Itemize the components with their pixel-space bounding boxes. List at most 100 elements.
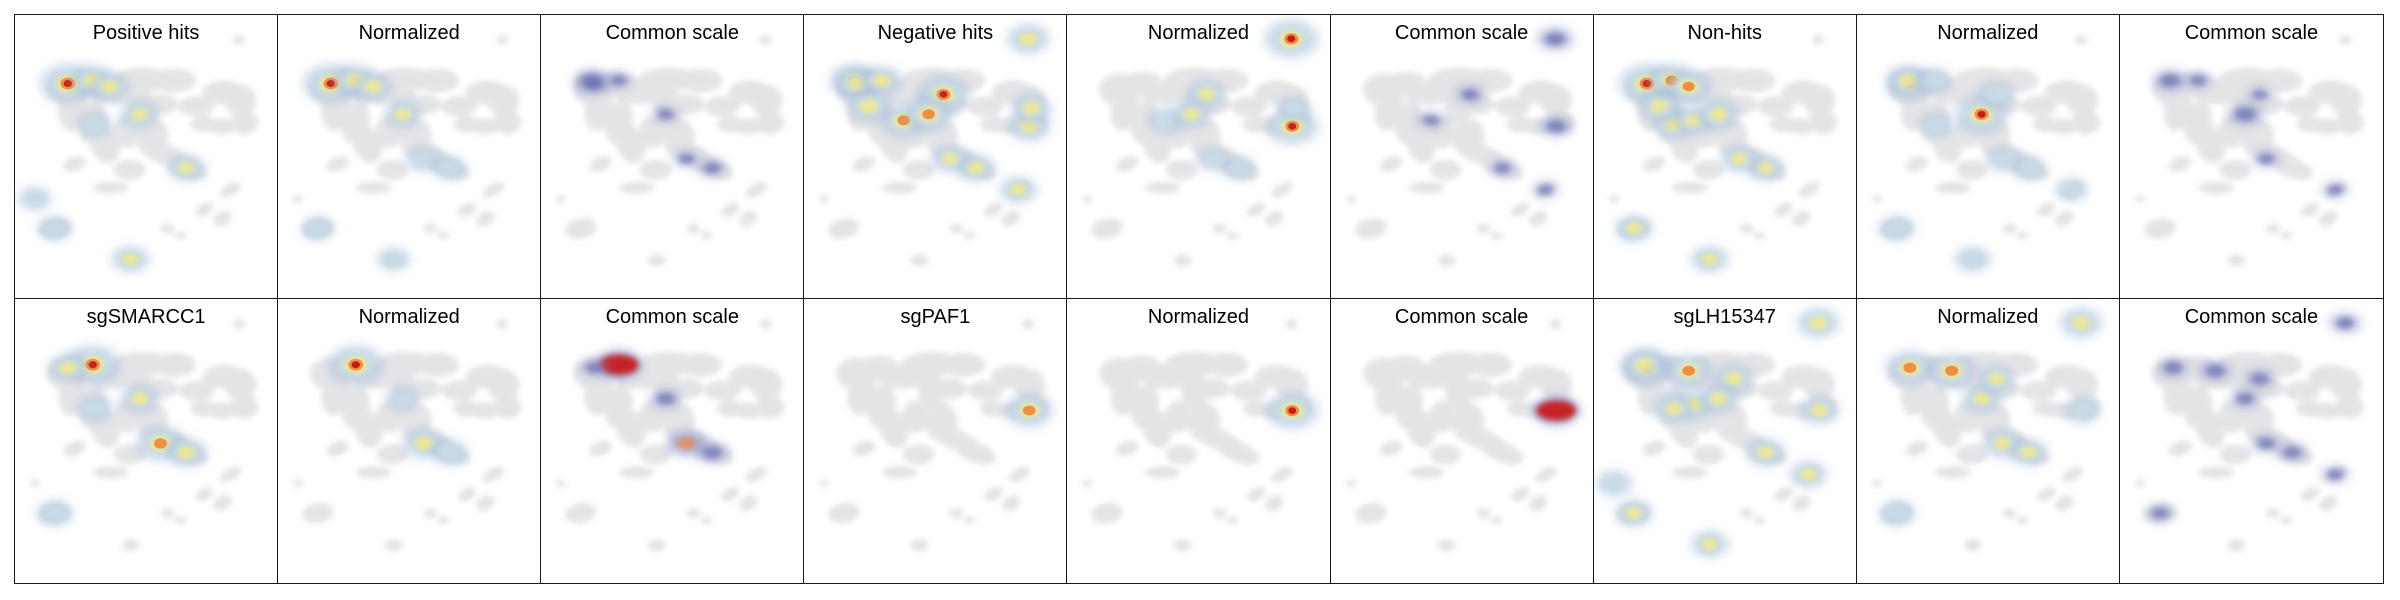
cloud-blob bbox=[1548, 318, 1561, 329]
cloud-blob bbox=[2295, 400, 2324, 417]
cloud-blob bbox=[92, 466, 129, 479]
cloud-blob bbox=[1934, 181, 1971, 194]
density-hotspot bbox=[695, 442, 730, 463]
cloud-blob bbox=[828, 218, 860, 239]
density-hotspot bbox=[383, 100, 423, 128]
density-map bbox=[2134, 312, 2364, 552]
cloud-blob bbox=[2195, 124, 2225, 164]
cell-cloud bbox=[556, 34, 785, 267]
panel-title: Normalized bbox=[1147, 22, 1250, 44]
cloud-blob bbox=[686, 223, 701, 234]
cell-cloud bbox=[556, 318, 785, 552]
density-hotspots bbox=[17, 63, 206, 273]
density-hotspot bbox=[1918, 111, 1955, 137]
cloud-blob bbox=[2195, 409, 2225, 448]
cloud-blob bbox=[949, 223, 964, 234]
density-hotspot bbox=[165, 437, 208, 468]
cloud-blob bbox=[759, 34, 772, 45]
cloud-blob bbox=[686, 508, 701, 519]
cloud-blob bbox=[1145, 466, 1182, 479]
cloud-blob bbox=[160, 508, 175, 519]
cloud-blob bbox=[1769, 400, 1797, 417]
density-hotspots bbox=[1878, 66, 2088, 273]
cloud-blob bbox=[1641, 156, 1665, 172]
cloud-blob bbox=[2338, 34, 2351, 45]
panel-title: Positive hits bbox=[92, 22, 200, 44]
cloud-blob bbox=[639, 444, 672, 465]
cloud-blob bbox=[700, 516, 713, 525]
cloud-blob bbox=[910, 539, 929, 552]
density-map bbox=[1345, 318, 1580, 552]
cloud-blob bbox=[458, 487, 477, 502]
cloud-blob bbox=[1174, 539, 1193, 552]
cloud-blob bbox=[1013, 368, 1046, 401]
density-hotspot bbox=[2008, 438, 2048, 467]
density-hotspot bbox=[89, 72, 130, 101]
panel-title: Common scale bbox=[1394, 306, 1529, 328]
cloud-blob bbox=[476, 210, 495, 227]
density-panel: Common scale bbox=[1330, 15, 1594, 299]
density-panel: Common scale bbox=[2120, 299, 2383, 583]
cloud-blob bbox=[1802, 368, 1835, 401]
cloud-blob bbox=[704, 96, 741, 117]
density-hotspot bbox=[384, 386, 421, 412]
cloud-blob bbox=[1493, 380, 1530, 401]
cell-cloud bbox=[1082, 318, 1311, 552]
cloud-blob bbox=[1468, 68, 1512, 93]
cloud-blob bbox=[353, 124, 383, 164]
panel-title: Normalized bbox=[358, 306, 460, 328]
density-hotspot bbox=[1744, 438, 1786, 467]
density-hotspot bbox=[2246, 86, 2274, 103]
density-hotspot bbox=[649, 388, 682, 409]
cloud-blob bbox=[2265, 223, 2280, 234]
cloud-blob bbox=[1226, 516, 1239, 525]
cloud-blob bbox=[647, 539, 666, 552]
cloud-blob bbox=[63, 440, 87, 457]
density-hotspots bbox=[1266, 391, 1320, 430]
cloud-blob bbox=[121, 539, 140, 552]
cloud-blob bbox=[1791, 210, 1811, 227]
cloud-blob bbox=[1378, 440, 1402, 457]
density-hotspot bbox=[697, 158, 728, 178]
panel-title: Common scale bbox=[2184, 306, 2319, 328]
panel-title: Common scale bbox=[605, 22, 739, 44]
cloud-blob bbox=[1226, 231, 1239, 240]
cloud-blob bbox=[2054, 210, 2074, 227]
cloud-blob bbox=[2075, 34, 2087, 45]
cloud-blob bbox=[678, 68, 723, 93]
cloud-blob bbox=[1247, 202, 1266, 217]
density-hotspot bbox=[111, 245, 150, 273]
cloud-blob bbox=[224, 368, 257, 401]
cloud-blob bbox=[1811, 34, 1824, 45]
cloud-blob bbox=[1230, 380, 1267, 401]
cloud-blob bbox=[1490, 516, 1502, 525]
cloud-blob bbox=[233, 34, 246, 45]
cloud-blob bbox=[476, 495, 495, 512]
cloud-blob bbox=[2134, 194, 2145, 203]
density-hotspot bbox=[579, 358, 609, 377]
cloud-blob bbox=[1242, 400, 1271, 417]
density-hotspot bbox=[76, 395, 114, 422]
cloud-blob bbox=[1115, 440, 1139, 457]
cloud-blob bbox=[2318, 495, 2338, 512]
density-map bbox=[17, 34, 259, 273]
panel-title: Normalized bbox=[1937, 306, 2039, 328]
density-hotspot bbox=[1221, 155, 1257, 181]
cloud-blob bbox=[2295, 116, 2324, 133]
cloud-blob bbox=[739, 210, 758, 227]
cloud-blob bbox=[700, 231, 713, 240]
density-hotspot bbox=[2059, 307, 2103, 339]
density-panel: Normalized bbox=[1856, 15, 2120, 299]
cell-cloud bbox=[2134, 34, 2364, 267]
density-hotspot bbox=[1621, 349, 1666, 381]
density-panel: sgLH15347 bbox=[1594, 299, 1857, 583]
density-panel: Positive hits bbox=[15, 15, 279, 299]
density-hotspot bbox=[352, 72, 393, 101]
cloud-blob bbox=[721, 202, 740, 217]
cloud-blob bbox=[178, 380, 215, 401]
cloud-blob bbox=[355, 181, 392, 194]
cloud-blob bbox=[1408, 181, 1445, 194]
density-hotspot bbox=[405, 145, 443, 173]
cloud-blob bbox=[1405, 409, 1436, 448]
cloud-blob bbox=[1505, 116, 1534, 133]
